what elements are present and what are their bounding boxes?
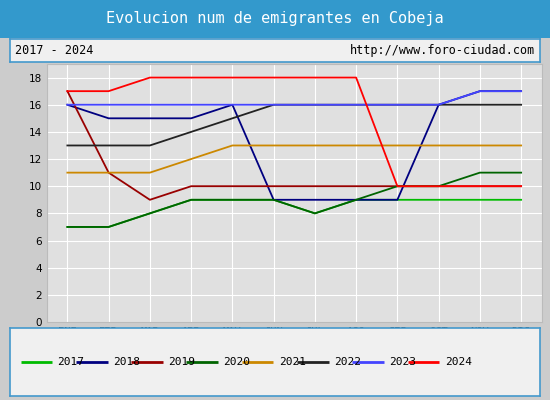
Text: 2017: 2017 (58, 357, 85, 367)
Text: Evolucion num de emigrantes en Cobeja: Evolucion num de emigrantes en Cobeja (106, 12, 444, 26)
Text: 2023: 2023 (389, 357, 416, 367)
Text: 2018: 2018 (113, 357, 140, 367)
Text: 2022: 2022 (334, 357, 361, 367)
Text: 2020: 2020 (223, 357, 250, 367)
Text: http://www.foro-ciudad.com: http://www.foro-ciudad.com (350, 44, 535, 57)
Text: 2019: 2019 (168, 357, 195, 367)
Text: 2021: 2021 (279, 357, 306, 367)
Text: 2017 - 2024: 2017 - 2024 (15, 44, 94, 57)
Text: 2024: 2024 (444, 357, 472, 367)
